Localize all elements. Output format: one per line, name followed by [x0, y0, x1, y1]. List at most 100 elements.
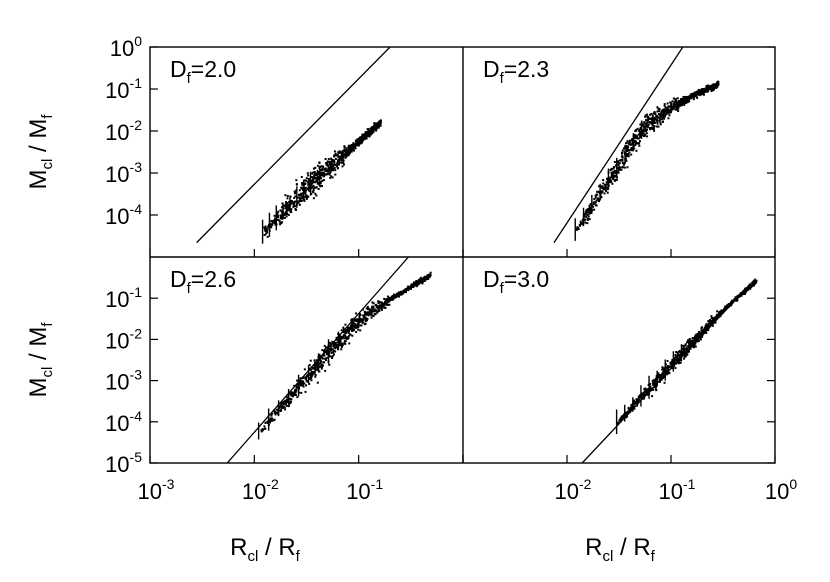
data-point — [326, 351, 329, 354]
data-point — [311, 370, 314, 373]
data-point — [347, 331, 350, 334]
data-point — [727, 303, 730, 306]
reference-line-1 — [196, 47, 391, 244]
data-point — [300, 197, 303, 200]
data-point — [408, 286, 411, 289]
data-point — [342, 152, 345, 155]
data-point — [675, 108, 678, 111]
data-point — [589, 208, 592, 211]
data-point — [741, 291, 744, 294]
data-point — [362, 319, 365, 322]
data-point — [282, 406, 285, 409]
data-point — [751, 283, 754, 286]
data-point — [321, 366, 324, 369]
data-point — [677, 107, 680, 110]
data-point — [331, 158, 334, 161]
data-point — [644, 119, 647, 122]
data-point — [380, 308, 383, 311]
data-point — [344, 152, 347, 155]
data-point — [319, 357, 322, 360]
data-point — [328, 163, 331, 166]
data-point — [613, 161, 616, 164]
panel-3: Df=2.6 — [170, 257, 432, 463]
data-point — [337, 152, 340, 155]
data-point — [266, 235, 269, 238]
data-point — [367, 134, 370, 137]
data-point — [273, 219, 276, 222]
data-point — [646, 388, 649, 391]
data-point — [327, 169, 330, 172]
data-point — [312, 367, 315, 370]
data-point — [309, 368, 312, 371]
data-point — [661, 368, 664, 371]
data-point — [316, 362, 319, 365]
data-point — [644, 115, 647, 118]
data-point — [743, 291, 746, 294]
data-point — [293, 384, 296, 387]
data-point — [317, 170, 320, 173]
data-point — [300, 192, 303, 195]
data-point — [747, 286, 750, 289]
data-point — [671, 367, 674, 370]
data-point — [665, 108, 668, 111]
data-point — [693, 91, 696, 94]
data-point — [371, 305, 374, 308]
data-point — [356, 324, 359, 327]
data-point — [294, 208, 297, 211]
data-point — [588, 212, 591, 215]
data-point — [293, 202, 296, 205]
data-point — [401, 292, 404, 295]
data-point — [370, 126, 373, 129]
data-point — [422, 277, 425, 280]
data-point — [606, 191, 609, 194]
data-point — [295, 388, 298, 391]
data-point — [662, 120, 665, 123]
data-point — [367, 128, 370, 131]
data-point — [626, 147, 629, 150]
data-point — [273, 214, 276, 217]
data-point — [642, 397, 645, 400]
data-point — [330, 347, 333, 350]
data-point — [310, 372, 313, 375]
data-point — [321, 172, 324, 175]
data-point — [264, 421, 267, 424]
data-point — [696, 333, 699, 336]
data-point — [651, 395, 654, 398]
data-point — [425, 278, 428, 281]
data-point — [667, 105, 670, 108]
data-point — [705, 88, 708, 91]
data-point — [752, 283, 755, 286]
data-point — [627, 407, 630, 410]
data-point — [285, 399, 288, 402]
data-point — [662, 375, 665, 378]
data-point — [646, 121, 649, 124]
data-point — [605, 189, 608, 192]
data-point — [314, 166, 317, 169]
data-point — [355, 331, 358, 334]
data-point — [397, 291, 400, 294]
data-point — [409, 286, 412, 289]
data-point — [278, 219, 281, 222]
data-point — [327, 160, 330, 163]
data-point — [353, 143, 356, 146]
data-point — [743, 292, 746, 295]
data-point — [351, 325, 354, 328]
data-point — [403, 291, 406, 294]
data-point — [311, 172, 314, 175]
data-point — [393, 293, 396, 296]
data-point — [692, 344, 695, 347]
data-point — [594, 194, 597, 197]
data-point — [391, 298, 394, 301]
data-point — [621, 161, 624, 164]
data-point — [286, 194, 289, 197]
data-point — [647, 119, 650, 122]
data-point — [396, 293, 399, 296]
data-point — [284, 194, 287, 197]
data-point — [683, 103, 686, 106]
data-point — [325, 173, 328, 176]
data-point — [587, 208, 590, 211]
data-point — [377, 300, 380, 303]
data-point — [353, 328, 356, 331]
data-point — [416, 284, 419, 287]
data-point — [341, 344, 344, 347]
